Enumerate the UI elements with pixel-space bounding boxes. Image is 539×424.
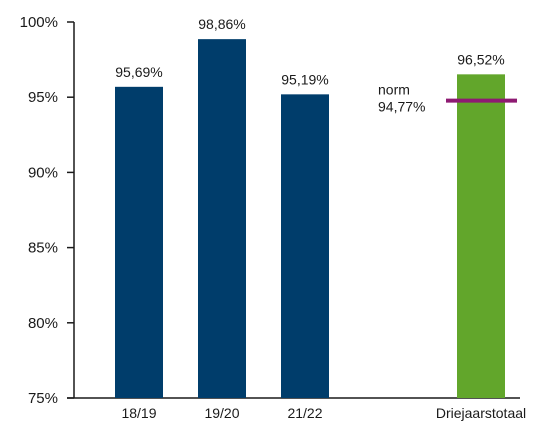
bar-year xyxy=(281,94,329,398)
y-tick-label: 80% xyxy=(28,315,58,332)
norm-label: norm xyxy=(378,82,410,98)
norm-value-label: 94,77% xyxy=(378,99,425,115)
y-ticks: 75% 80% 85% 90% 95% 100% xyxy=(20,14,74,407)
bar-year xyxy=(198,39,246,398)
y-tick-label: 75% xyxy=(28,390,58,407)
y-tick-label: 90% xyxy=(28,164,58,181)
x-category-label: 19/20 xyxy=(204,405,239,421)
bar-value-label: 96,52% xyxy=(457,51,504,67)
bar-value-label: 98,86% xyxy=(198,16,245,32)
bar-total xyxy=(457,74,505,398)
x-category-label: 21/22 xyxy=(287,405,322,421)
x-category-label: 18/19 xyxy=(121,405,156,421)
bar-year xyxy=(115,86,163,399)
bar-value-label: 95,19% xyxy=(281,71,328,87)
bar-labels: 95,69% 18/19 98,86% 19/20 95,19% 21/22 96,52% D… xyxy=(115,16,526,421)
y-tick-label: 100% xyxy=(20,14,58,31)
x-category-label: Driejaarstotaal xyxy=(436,405,526,421)
y-tick-label: 95% xyxy=(28,89,58,106)
bar-value-label: 95,69% xyxy=(115,64,162,80)
y-tick-label: 85% xyxy=(28,240,58,257)
bars xyxy=(115,39,505,399)
